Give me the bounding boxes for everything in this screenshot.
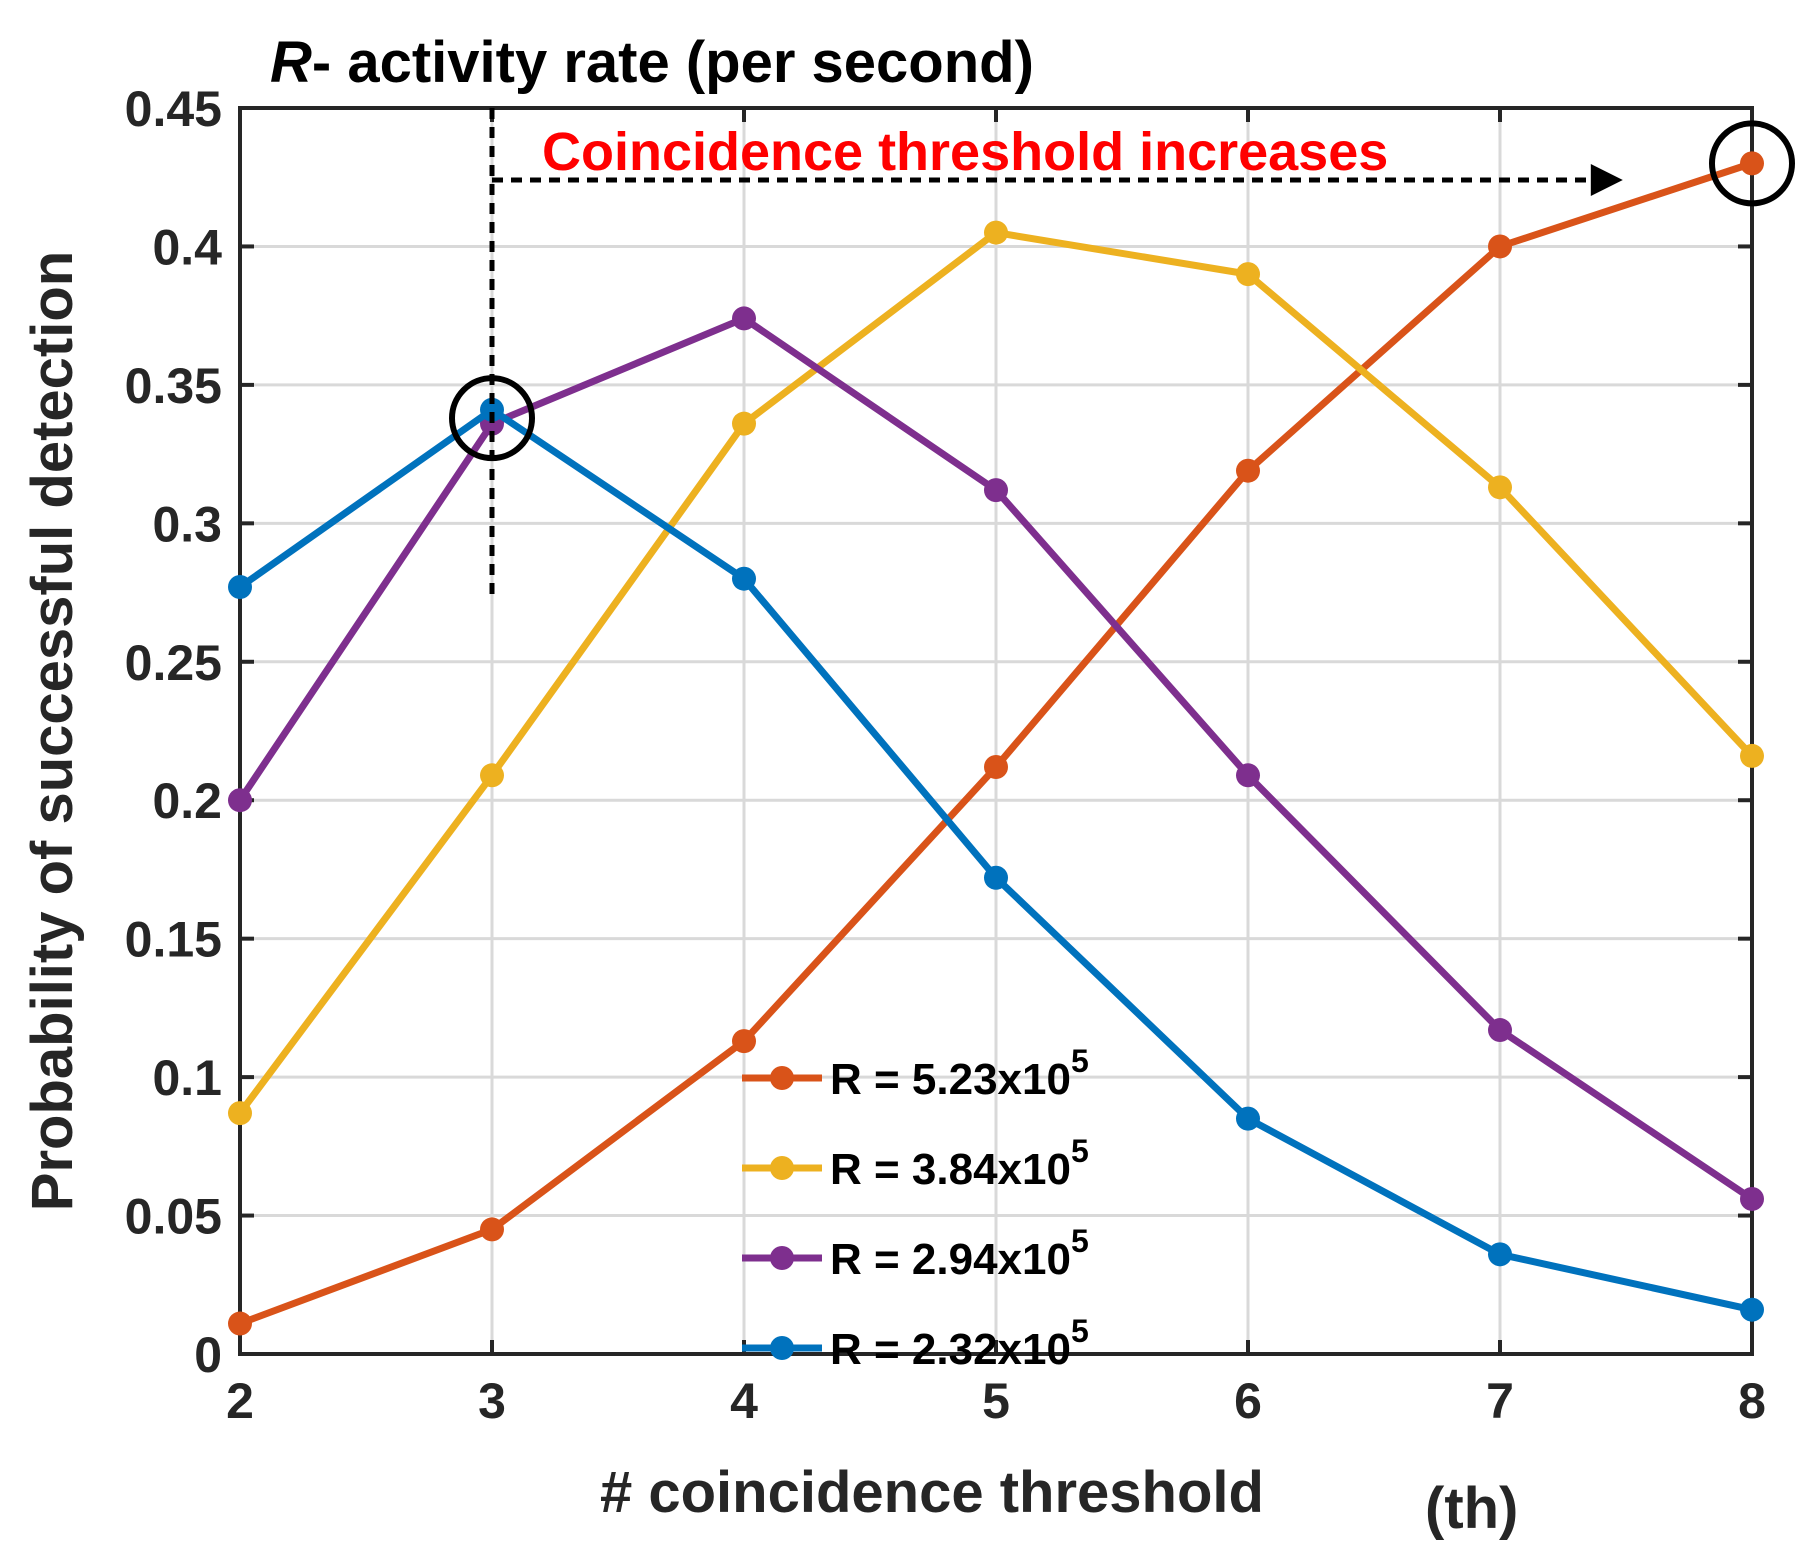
y-tick-label: 0.1 [152,1050,222,1106]
data-point [480,763,504,788]
data-point [732,306,756,331]
legend-label: R = 2.32x105 [830,1313,1089,1374]
x-tick-label: 3 [478,1373,506,1429]
legend-marker [770,1156,794,1180]
data-point [1488,1018,1512,1043]
title-italic-r: R [270,30,312,95]
highlight-circle [1709,120,1795,207]
x-tick-label: 7 [1486,1373,1514,1429]
data-point [1236,763,1260,788]
y-tick-label: 0.35 [125,358,222,414]
data-point [984,220,1008,245]
legend-marker [770,1066,794,1090]
data-point [732,411,756,436]
data-point [1236,262,1260,287]
annotation [449,108,1795,596]
data-point [1236,458,1260,483]
legend-marker [770,1336,794,1360]
data-point [228,788,252,813]
data-point [1740,743,1764,768]
legend-label: R = 5.23x105 [830,1043,1089,1104]
series-lines [228,151,1764,1336]
legend-label: R = 2.94x105 [830,1223,1089,1284]
y-tick-label: 0.05 [125,1189,222,1245]
data-point [732,1029,756,1054]
series-1 [228,220,1764,1126]
highlight-circle [449,375,535,462]
data-point [1488,1242,1512,1267]
y-tick-label: 0.45 [125,81,222,137]
x-tick-label: 2 [226,1373,254,1429]
data-point [1488,234,1512,259]
x-axis-label: # coincidence threshold [600,1460,1264,1525]
y-tick-label: 0.15 [125,912,222,968]
legend-item: R = 2.94x105 [742,1223,1089,1284]
title-rest: - activity rate (per second) [312,30,1034,95]
series-3 [228,397,1764,1322]
legend-marker [770,1246,794,1270]
series-0 [228,151,1764,1336]
legend-label: R = 3.84x105 [830,1133,1089,1194]
x-tick-label: 4 [730,1373,758,1429]
y-tick-label: 0.3 [152,496,222,552]
data-point [984,754,1008,779]
x-tick-labels: 2 3 4 5 6 7 8 [226,1373,1766,1429]
data-point [1740,1297,1764,1322]
data-point [1236,1106,1260,1131]
legend-item: R = 3.84x105 [742,1133,1089,1194]
y-tick-labels: 0 0.05 0.1 0.15 0.2 0.25 0.3 0.35 0.4 0.45 [125,81,223,1383]
data-point [984,478,1008,503]
y-tick-label: 0.25 [125,635,222,691]
x-tick-label: 5 [982,1373,1010,1429]
data-point [1740,1186,1764,1211]
x-tick-label: 6 [1234,1373,1262,1429]
x-tick-label: 8 [1738,1373,1766,1429]
y-tick-label: 0.4 [152,219,222,275]
y-axis-label: Probability of successful detection [20,251,85,1211]
x-axis-label-suffix: (th) [1425,1476,1518,1541]
legend-item: R = 2.32x105 [742,1313,1089,1374]
y-tick-label: 0 [194,1327,222,1383]
data-point [228,1311,252,1336]
data-point [732,566,756,591]
data-point [1740,151,1764,176]
annotation-text: Coincidence threshold increases [542,122,1388,182]
data-point [984,865,1008,890]
legend: R = 5.23x105 R = 3.84x105 R = 2.94x105 R = … [742,1043,1089,1374]
data-point [228,575,252,600]
y-tick-label: 0.2 [152,773,222,829]
annotation-arrowhead [1590,163,1623,196]
chart-title: R- activity rate (per second) [270,30,1034,95]
data-point [228,1101,252,1126]
legend-item: R = 5.23x105 [742,1043,1089,1104]
data-point [480,397,504,422]
data-point [480,1217,504,1242]
data-point [1488,475,1512,500]
